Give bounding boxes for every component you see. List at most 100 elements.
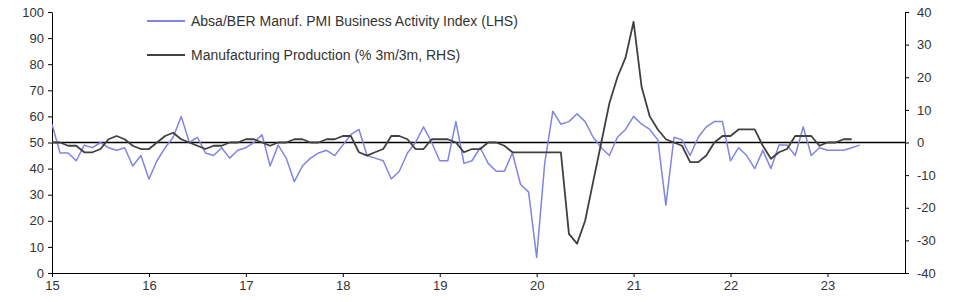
tick-label: 20 bbox=[30, 213, 44, 228]
tick: -30 bbox=[905, 233, 936, 248]
tick-mark bbox=[48, 64, 52, 65]
tick: 20 bbox=[905, 70, 931, 85]
tick-mark bbox=[48, 221, 52, 222]
legend: Absa/BER Manuf. PMI Business Activity In… bbox=[147, 13, 518, 63]
tick-mark bbox=[48, 116, 52, 117]
legend-label: Absa/BER Manuf. PMI Business Activity In… bbox=[191, 13, 518, 29]
tick-label: 10 bbox=[30, 240, 44, 255]
plot-area bbox=[52, 22, 860, 258]
legend-label: Manufacturing Production (% 3m/3m, RHS) bbox=[191, 47, 460, 63]
tick: 30 bbox=[30, 187, 52, 202]
y-axis: 0 10 20 30 40 50 60 70 80 90 100 bbox=[22, 5, 52, 281]
tick: 23 bbox=[821, 273, 835, 293]
tick-mark bbox=[905, 273, 909, 274]
tick-label: 21 bbox=[627, 278, 641, 293]
tick-label: 30 bbox=[30, 187, 44, 202]
tick-mark bbox=[48, 38, 52, 39]
y2-axis: -40 -30 -20 -10 0 10 20 30 40 bbox=[905, 5, 936, 281]
tick-mark bbox=[905, 175, 909, 176]
tick-label: -30 bbox=[917, 233, 936, 248]
tick: 21 bbox=[627, 273, 641, 293]
tick-mark bbox=[48, 90, 52, 91]
tick-label: 60 bbox=[30, 109, 44, 124]
tick-mark bbox=[48, 247, 52, 248]
tick-mark bbox=[48, 195, 52, 196]
tick: 18 bbox=[336, 273, 350, 293]
tick-label: 90 bbox=[30, 31, 44, 46]
tick: 90 bbox=[30, 31, 52, 46]
tick-label: 22 bbox=[724, 278, 738, 293]
tick-label: -40 bbox=[917, 266, 936, 281]
tick: -40 bbox=[905, 266, 936, 281]
tick: 19 bbox=[433, 273, 447, 293]
tick-mark bbox=[905, 12, 909, 13]
x-axis: 15 16 17 18 19 20 21 22 23 bbox=[45, 273, 905, 293]
tick-mark bbox=[48, 143, 52, 144]
tick-label: 40 bbox=[917, 5, 931, 20]
zero-line bbox=[52, 142, 905, 144]
tick: 15 bbox=[45, 273, 59, 293]
tick-mark bbox=[905, 143, 909, 144]
tick-label: 10 bbox=[917, 103, 931, 118]
tick-mark bbox=[48, 12, 52, 13]
series-line bbox=[52, 22, 852, 244]
tick: 20 bbox=[30, 213, 52, 228]
tick-mark bbox=[246, 273, 247, 277]
tick: 0 bbox=[905, 135, 924, 150]
tick: 10 bbox=[30, 240, 52, 255]
tick-label: -20 bbox=[917, 200, 936, 215]
tick: 10 bbox=[905, 103, 931, 118]
tick: 0 bbox=[37, 266, 52, 281]
tick: 60 bbox=[30, 109, 52, 124]
tick-label: 18 bbox=[336, 278, 350, 293]
axis-line bbox=[53, 273, 906, 274]
tick-mark bbox=[537, 273, 538, 277]
tick-mark bbox=[731, 273, 732, 277]
tick-label: 0 bbox=[37, 266, 44, 281]
tick-mark bbox=[905, 110, 909, 111]
tick: 80 bbox=[30, 57, 52, 72]
tick: 22 bbox=[724, 273, 738, 293]
tick: 100 bbox=[22, 5, 52, 20]
tick-mark bbox=[634, 273, 635, 277]
tick: -20 bbox=[905, 200, 936, 215]
tick-mark bbox=[48, 169, 52, 170]
tick-label: 30 bbox=[917, 37, 931, 52]
tick: 40 bbox=[30, 161, 52, 176]
tick: 17 bbox=[239, 273, 253, 293]
tick-label: 16 bbox=[142, 278, 156, 293]
tick-label: 100 bbox=[22, 5, 44, 20]
legend-swatch bbox=[147, 20, 185, 22]
chart: 1516171819202122230102030405060708090100… bbox=[0, 0, 953, 302]
tick-mark bbox=[905, 45, 909, 46]
tick-mark bbox=[149, 273, 150, 277]
tick: 40 bbox=[905, 5, 931, 20]
tick-label: 70 bbox=[30, 83, 44, 98]
tick-label: 15 bbox=[45, 278, 59, 293]
tick-mark bbox=[905, 208, 909, 209]
tick-mark bbox=[343, 273, 344, 277]
tick-mark bbox=[52, 273, 53, 277]
tick-label: 19 bbox=[433, 278, 447, 293]
tick-label: 20 bbox=[530, 278, 544, 293]
tick-label: 23 bbox=[821, 278, 835, 293]
tick-mark bbox=[440, 273, 441, 277]
tick-label: -10 bbox=[917, 168, 936, 183]
tick-label: 50 bbox=[30, 135, 44, 150]
legend-swatch bbox=[147, 54, 185, 56]
tick-label: 40 bbox=[30, 161, 44, 176]
tick: 20 bbox=[530, 273, 544, 293]
tick-label: 80 bbox=[30, 57, 44, 72]
tick-label: 0 bbox=[917, 135, 924, 150]
tick-label: 17 bbox=[239, 278, 253, 293]
tick-mark bbox=[48, 273, 52, 274]
tick: 30 bbox=[905, 37, 931, 52]
tick: 16 bbox=[142, 273, 156, 293]
tick: 50 bbox=[30, 135, 52, 150]
tick-mark bbox=[905, 240, 909, 241]
tick-mark bbox=[905, 77, 909, 78]
tick-mark bbox=[827, 273, 828, 277]
tick: 70 bbox=[30, 83, 52, 98]
tick-label: 20 bbox=[917, 70, 931, 85]
tick: -10 bbox=[905, 168, 936, 183]
